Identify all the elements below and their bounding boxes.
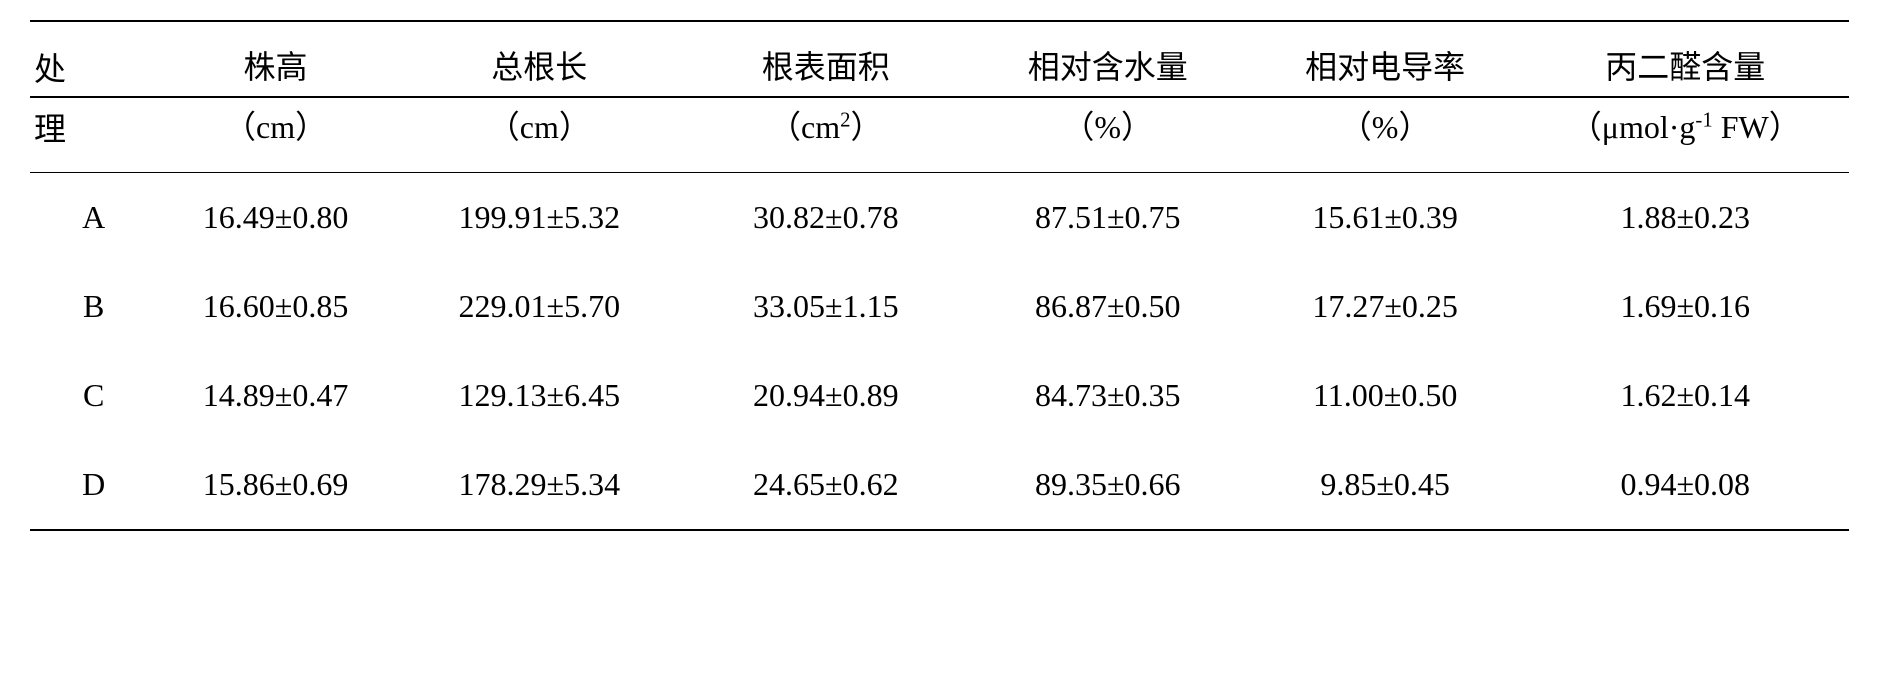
row-label: D — [30, 440, 157, 530]
col-header-conductivity-unit: （%） — [1249, 97, 1522, 173]
row-label: C — [30, 351, 157, 440]
cell-value: 24.65±0.62 — [685, 440, 967, 530]
col-header-root-area-unit: （cm2） — [685, 97, 967, 173]
cell-value: 84.73±0.35 — [967, 351, 1249, 440]
col-header-plant-height-top: 株高 — [157, 21, 393, 97]
cell-value: 1.69±0.16 — [1522, 262, 1849, 351]
cell-value: 1.62±0.14 — [1522, 351, 1849, 440]
col-header-treatment-top: 处 — [30, 21, 157, 97]
header-row-2: 理 （cm） （cm） （cm2） （%） （%） （μmol·g-1 FW） — [30, 97, 1849, 173]
row-label: A — [30, 173, 157, 263]
col-header-plant-height-unit: （cm） — [157, 97, 393, 173]
cell-value: 87.51±0.75 — [967, 173, 1249, 263]
table-body: A 16.49±0.80 199.91±5.32 30.82±0.78 87.5… — [30, 173, 1849, 531]
col-header-mda-unit: （μmol·g-1 FW） — [1522, 97, 1849, 173]
cell-value: 33.05±1.15 — [685, 262, 967, 351]
cell-value: 11.00±0.50 — [1249, 351, 1522, 440]
cell-value: 0.94±0.08 — [1522, 440, 1849, 530]
col-header-conductivity-top: 相对电导率 — [1249, 21, 1522, 97]
row-label: B — [30, 262, 157, 351]
cell-value: 30.82±0.78 — [685, 173, 967, 263]
table-row: D 15.86±0.69 178.29±5.34 24.65±0.62 89.3… — [30, 440, 1849, 530]
cell-value: 14.89±0.47 — [157, 351, 393, 440]
cell-value: 89.35±0.66 — [967, 440, 1249, 530]
col-header-water-content-unit: （%） — [967, 97, 1249, 173]
cell-value: 15.86±0.69 — [157, 440, 393, 530]
data-table: 处 株高 总根长 根表面积 相对含水量 相对电导率 丙二醛含量 理 （cm） （… — [30, 20, 1849, 531]
col-header-root-length-unit: （cm） — [394, 97, 685, 173]
col-header-mda-top: 丙二醛含量 — [1522, 21, 1849, 97]
cell-value: 9.85±0.45 — [1249, 440, 1522, 530]
table-row: A 16.49±0.80 199.91±5.32 30.82±0.78 87.5… — [30, 173, 1849, 263]
cell-value: 199.91±5.32 — [394, 173, 685, 263]
cell-value: 17.27±0.25 — [1249, 262, 1522, 351]
col-header-treatment-bot: 理 — [30, 97, 157, 173]
cell-value: 129.13±6.45 — [394, 351, 685, 440]
cell-value: 15.61±0.39 — [1249, 173, 1522, 263]
cell-value: 86.87±0.50 — [967, 262, 1249, 351]
table-row: C 14.89±0.47 129.13±6.45 20.94±0.89 84.7… — [30, 351, 1849, 440]
cell-value: 1.88±0.23 — [1522, 173, 1849, 263]
header-row-1: 处 株高 总根长 根表面积 相对含水量 相对电导率 丙二醛含量 — [30, 21, 1849, 97]
col-header-root-length-top: 总根长 — [394, 21, 685, 97]
cell-value: 229.01±5.70 — [394, 262, 685, 351]
col-header-root-area-top: 根表面积 — [685, 21, 967, 97]
cell-value: 16.60±0.85 — [157, 262, 393, 351]
table-row: B 16.60±0.85 229.01±5.70 33.05±1.15 86.8… — [30, 262, 1849, 351]
cell-value: 20.94±0.89 — [685, 351, 967, 440]
cell-value: 178.29±5.34 — [394, 440, 685, 530]
col-header-water-content-top: 相对含水量 — [967, 21, 1249, 97]
cell-value: 16.49±0.80 — [157, 173, 393, 263]
